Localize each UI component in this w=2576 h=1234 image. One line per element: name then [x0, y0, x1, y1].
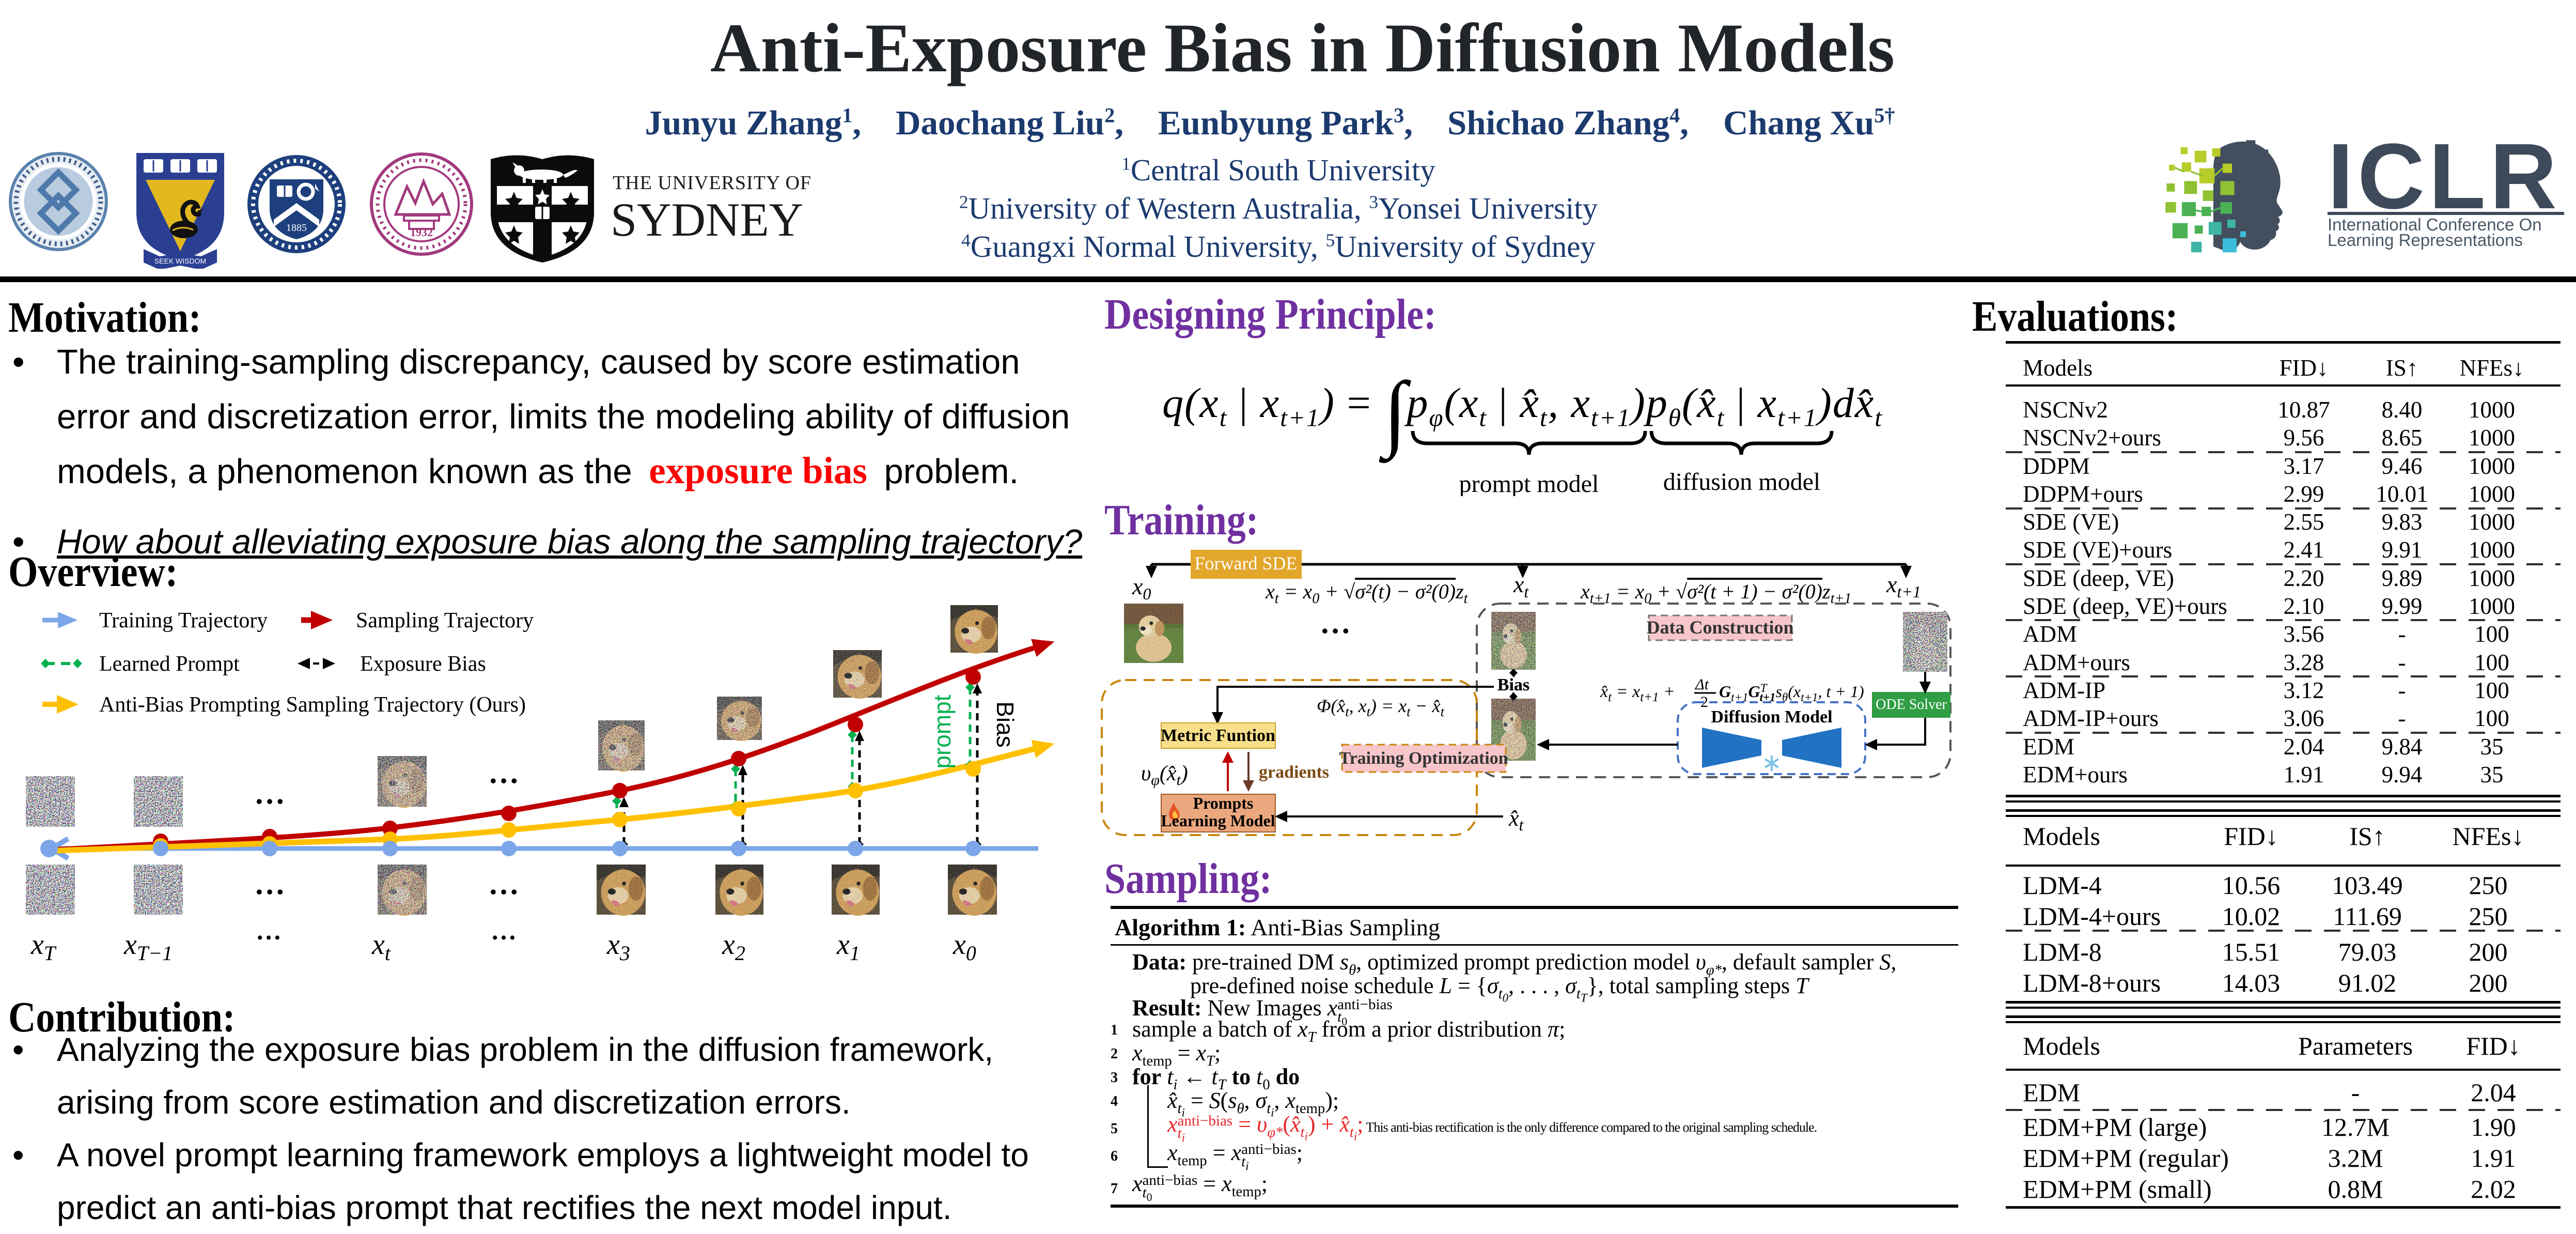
svg-text:Training Optimization: Training Optimization [1339, 749, 1508, 768]
svg-text:x1: x1 [836, 929, 860, 965]
svg-text:Anti-Bias Prompting Sampling T: Anti-Bias Prompting Sampling Trajectory … [99, 693, 526, 717]
svg-text:Bias: Bias [1497, 675, 1529, 695]
svg-text:ODE Solver: ODE Solver [1876, 697, 1947, 713]
svg-text:1932: 1932 [410, 226, 433, 239]
svg-text:…: … [488, 867, 519, 901]
svg-text:Exposure Bias: Exposure Bias [360, 652, 486, 676]
svg-text:x2: x2 [722, 929, 745, 965]
svg-text:…: … [488, 755, 519, 790]
svg-text:Data Construction: Data Construction [1647, 617, 1794, 638]
svg-text:Δt: Δt [1695, 676, 1709, 693]
svg-text:Φ(x̂t, xt) = xt − x̂t: Φ(x̂t, xt) = xt − x̂t [1317, 696, 1445, 719]
svg-text:Bias: Bias [992, 701, 1019, 747]
svg-text:…: … [254, 867, 285, 901]
svg-text:1885: 1885 [286, 222, 307, 234]
svg-text:Sampling Trajectory: Sampling Trajectory [356, 609, 534, 633]
svg-text:Diffusion Model: Diffusion Model [1711, 707, 1832, 727]
svg-text:xT: xT [30, 929, 57, 965]
svg-text:x3: x3 [606, 929, 630, 965]
svg-text:SEEK WISDOM: SEEK WISDOM [154, 257, 206, 265]
svg-text:…: … [254, 776, 285, 810]
svg-text:xT−1: xT−1 [123, 929, 173, 965]
svg-text:xt = x0 + √σ²(t) − σ²(0)zt: xt = x0 + √σ²(t) − σ²(0)zt [1265, 580, 1469, 607]
svg-text:…: … [256, 916, 282, 945]
svg-text:xt: xt [371, 929, 391, 965]
svg-text:…: … [1320, 606, 1351, 640]
svg-text:Prompts: Prompts [1193, 794, 1254, 812]
svg-text:Forward SDE: Forward SDE [1195, 553, 1298, 574]
svg-text:International Conference On: International Conference On [2328, 215, 2542, 234]
svg-text:Metric Funtion: Metric Funtion [1161, 726, 1275, 745]
svg-text:x0: x0 [953, 929, 976, 965]
svg-text:x̂t = xt+1 +: x̂t = xt+1 + [1600, 682, 1675, 704]
svg-text:xt+1 = x0 + √σ²(t + 1) − σ²(0): xt+1 = x0 + √σ²(t + 1) − σ²(0)zt+1 [1580, 580, 1851, 607]
svg-text:prompt model: prompt model [1459, 470, 1599, 496]
svg-text:2: 2 [1700, 693, 1708, 711]
svg-text:…: … [491, 916, 517, 945]
svg-text:THE UNIVERSITY OF: THE UNIVERSITY OF [613, 172, 811, 194]
svg-text:diffusion model: diffusion model [1663, 468, 1820, 496]
svg-text:Learning Representations: Learning Representations [2328, 230, 2523, 250]
svg-text:SYDNEY: SYDNEY [611, 193, 803, 246]
svg-text:gradients: gradients [1259, 763, 1329, 782]
svg-text:Bias: Bias [1497, 675, 1529, 695]
svg-text:Learning Model: Learning Model [1161, 811, 1275, 830]
svg-text:prompt: prompt [929, 695, 956, 768]
svg-text:Learned Prompt: Learned Prompt [99, 652, 240, 676]
svg-text:Training Trajectory: Training Trajectory [99, 609, 268, 633]
